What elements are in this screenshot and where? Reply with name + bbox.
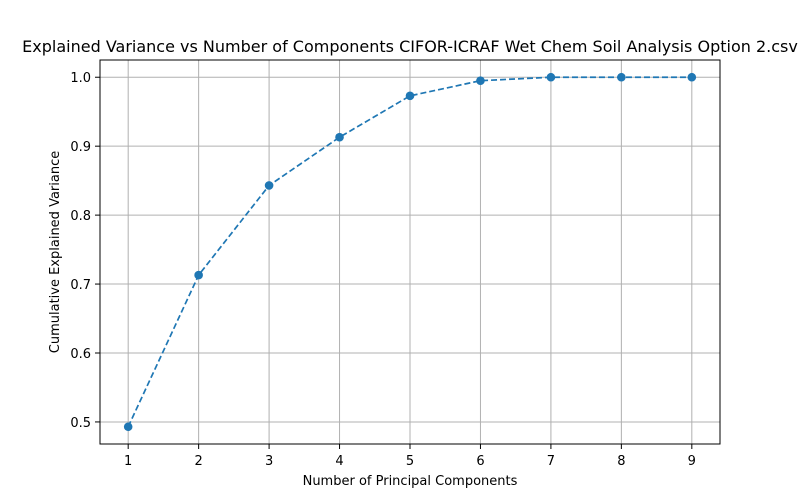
x-tick-label: 5	[406, 454, 414, 469]
x-tick-label: 8	[617, 454, 625, 469]
axis-ticks: 1 2 3 4 5 6 7 8 9 0.5 0.6 0.7 0.8 0.9 1.0	[70, 71, 696, 469]
data-point	[194, 270, 203, 280]
y-axis-label: Cumulative Explained Variance	[48, 151, 63, 353]
x-tick-label: 9	[688, 454, 696, 469]
y-tick-label: 0.9	[70, 140, 91, 155]
data-point	[476, 76, 485, 85]
data-point	[123, 422, 133, 432]
y-tick-label: 0.6	[70, 347, 91, 362]
data-point	[687, 72, 697, 82]
y-tick-label: 0.7	[70, 278, 91, 293]
y-tick-label: 0.5	[70, 416, 91, 431]
x-tick-label: 7	[547, 454, 555, 469]
data-point	[335, 132, 344, 142]
data-point	[405, 91, 415, 101]
grid-lines	[100, 60, 720, 444]
x-axis-label: Number of Principal Components	[303, 474, 518, 489]
x-tick-label: 6	[476, 454, 484, 469]
x-tick-label: 1	[124, 454, 132, 469]
y-tick-label: 1.0	[70, 71, 91, 86]
data-point	[264, 181, 274, 190]
x-tick-label: 2	[194, 454, 202, 469]
chart-title: Explained Variance vs Number of Componen…	[22, 37, 798, 56]
series-group	[123, 72, 697, 432]
x-tick-label: 3	[265, 454, 273, 469]
x-tick-label: 4	[335, 454, 343, 469]
y-tick-label: 0.8	[70, 209, 91, 224]
data-point	[546, 72, 556, 82]
data-point	[617, 72, 626, 82]
